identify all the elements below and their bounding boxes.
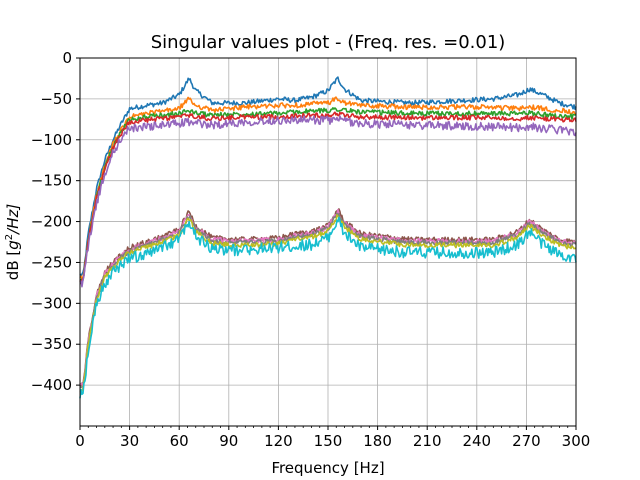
series-layer — [79, 76, 577, 399]
series-line — [79, 96, 577, 280]
y-tick-label: −350 — [31, 335, 72, 353]
x-tick-label: 120 — [264, 432, 293, 450]
y-tick-label: −400 — [31, 376, 72, 394]
y-tick-label: −200 — [31, 213, 72, 231]
x-tick-label: 30 — [120, 432, 139, 450]
y-axis-label-suffix: /Hz] — [4, 204, 22, 236]
series-line — [79, 214, 577, 393]
series-line — [79, 216, 577, 399]
x-tick-label: 300 — [562, 432, 591, 450]
y-axis-label: dB [g2/Hz] — [4, 204, 22, 281]
x-tick-label: 210 — [413, 432, 442, 450]
y-axis-label-prefix: dB [ — [4, 250, 22, 280]
x-tick-label: 240 — [462, 432, 491, 450]
chart-title: Singular values plot - (Freq. res. =0.01… — [151, 32, 506, 53]
y-tick-label: −50 — [40, 90, 72, 108]
y-tick-label: −150 — [31, 172, 72, 190]
x-tick-label: 0 — [75, 432, 85, 450]
y-tick-label: −300 — [31, 294, 72, 312]
x-tick-label: 180 — [363, 432, 392, 450]
series-line — [79, 76, 577, 277]
series-line — [79, 115, 577, 288]
x-tick-label: 90 — [219, 432, 238, 450]
y-tick-label: 0 — [62, 49, 72, 67]
series-line — [79, 111, 577, 285]
series-line — [79, 107, 577, 281]
x-axis-label: Frequency [Hz] — [271, 459, 384, 477]
y-tick-label: −250 — [31, 253, 72, 271]
x-tick-label: 270 — [512, 432, 541, 450]
y-axis: 0 −50 −100 −150 −200 −250 −300 −350 −400 — [31, 49, 80, 394]
series-line — [79, 208, 577, 387]
y-axis-label-var: g — [4, 240, 22, 250]
x-tick-label: 60 — [170, 432, 189, 450]
y-tick-label: −100 — [31, 131, 72, 149]
x-axis: 0 30 60 90 120 150 180 210 240 270 300 — [75, 426, 590, 450]
y-axis-label-sup: 2 — [4, 234, 15, 240]
x-tick-label: 150 — [314, 432, 343, 450]
